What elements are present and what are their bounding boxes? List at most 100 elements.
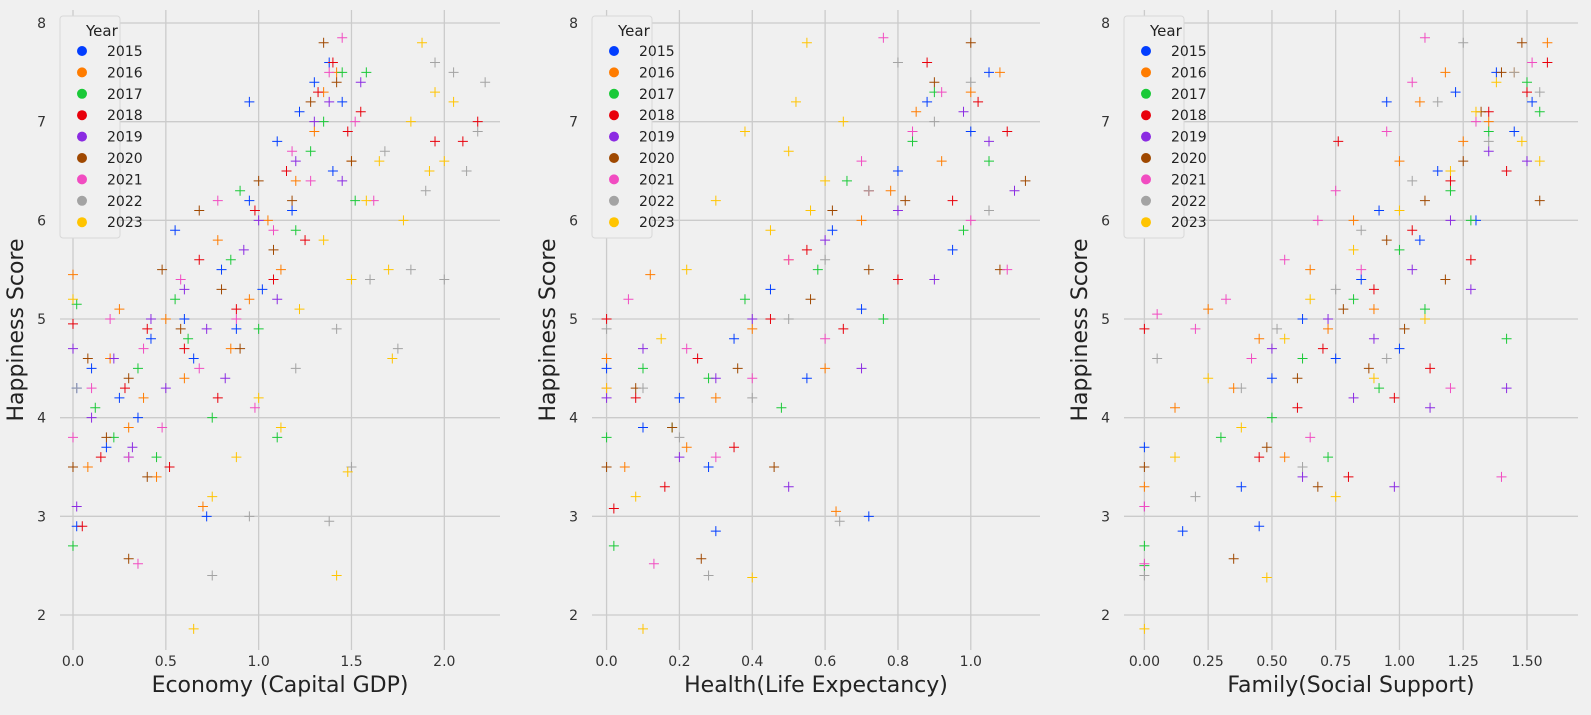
data-point <box>765 284 776 295</box>
data-point <box>472 116 483 127</box>
data-point <box>984 205 995 216</box>
data-point <box>157 264 168 275</box>
series-2023 <box>67 37 459 634</box>
data-point <box>1348 294 1359 305</box>
data-point <box>179 284 190 295</box>
data-point <box>965 126 976 137</box>
data-point <box>346 156 357 167</box>
x-tick-label: 1.50 <box>1511 654 1542 670</box>
legend-label: 2016 <box>639 65 675 81</box>
x-tick-label: 0.00 <box>1129 654 1160 670</box>
data-point <box>1534 106 1545 117</box>
data-point <box>207 570 218 581</box>
data-point <box>1279 254 1290 265</box>
data-point <box>212 392 223 403</box>
data-point <box>1542 37 1553 48</box>
data-point <box>947 195 958 206</box>
data-point <box>1261 442 1272 453</box>
data-point <box>272 294 283 305</box>
y-tick-label: 4 <box>37 411 46 427</box>
legend-marker <box>1141 153 1151 163</box>
legend-box <box>59 15 121 239</box>
data-point <box>231 314 242 324</box>
data-point <box>820 175 831 186</box>
data-point <box>331 77 342 88</box>
y-tick-label: 5 <box>1101 312 1110 328</box>
data-point <box>1292 402 1303 413</box>
data-point <box>430 136 441 147</box>
data-point <box>127 442 138 453</box>
legend-label: 2021 <box>639 172 675 188</box>
data-point <box>645 269 656 280</box>
data-point <box>235 343 246 354</box>
legend-label: 2019 <box>1171 130 1207 146</box>
data-point <box>1139 462 1150 472</box>
data-point <box>82 353 93 364</box>
data-point <box>1177 526 1188 537</box>
data-point <box>1139 481 1150 492</box>
data-point <box>1139 442 1150 453</box>
data-point <box>820 333 831 344</box>
legend-marker <box>77 88 87 99</box>
data-point <box>892 57 903 68</box>
legend-label: 2019 <box>639 130 675 146</box>
data-point <box>637 422 648 433</box>
y-tick-label: 3 <box>37 509 46 525</box>
legend-marker <box>1141 110 1151 121</box>
data-point <box>216 264 227 275</box>
data-point <box>1002 264 1013 275</box>
legend-marker <box>609 195 619 206</box>
data-point <box>67 318 78 329</box>
data-point <box>1516 136 1527 147</box>
data-point <box>212 195 223 206</box>
data-point <box>1407 77 1418 88</box>
data-point <box>1139 501 1150 512</box>
legend-marker <box>609 217 619 228</box>
y-tick-label: 2 <box>1101 608 1110 624</box>
legend-marker <box>609 174 619 185</box>
data-point <box>674 432 685 443</box>
data-point <box>1152 353 1163 364</box>
data-point <box>67 432 78 443</box>
data-point <box>601 323 612 334</box>
data-point <box>405 116 416 127</box>
data-point <box>1330 353 1341 364</box>
data-point <box>965 77 976 88</box>
data-point <box>1363 363 1374 374</box>
data-point <box>309 116 320 127</box>
y-tick-label: 6 <box>569 213 578 229</box>
data-point <box>1516 37 1527 48</box>
data-point <box>281 166 292 176</box>
data-point <box>101 432 112 443</box>
x-tick-label: 1.0 <box>248 654 270 670</box>
x-axis-label: Economy (Capital GDP) <box>152 673 409 698</box>
data-point <box>1491 77 1502 88</box>
data-point <box>179 343 190 354</box>
data-point <box>294 304 305 315</box>
data-point <box>1470 106 1481 117</box>
data-point <box>805 294 816 305</box>
data-point <box>1190 323 1201 334</box>
data-point <box>305 146 316 157</box>
legend-title: Year <box>1149 22 1183 40</box>
data-point <box>703 462 714 472</box>
data-point <box>398 215 409 226</box>
data-point <box>1009 185 1020 196</box>
data-point <box>1419 304 1430 315</box>
data-point <box>405 264 416 275</box>
legend-label: 2020 <box>107 151 143 167</box>
data-point <box>1534 156 1545 167</box>
data-point <box>342 466 353 477</box>
data-point <box>1414 96 1425 107</box>
data-point <box>812 264 823 275</box>
data-point <box>994 67 1005 78</box>
series-2018 <box>601 57 1013 514</box>
data-point <box>188 353 199 364</box>
data-point <box>392 343 403 354</box>
data-point <box>108 353 119 364</box>
legend-label: 2021 <box>107 172 143 188</box>
x-tick-label: 1.25 <box>1448 654 1479 670</box>
data-point <box>342 126 353 137</box>
data-point <box>235 185 246 196</box>
